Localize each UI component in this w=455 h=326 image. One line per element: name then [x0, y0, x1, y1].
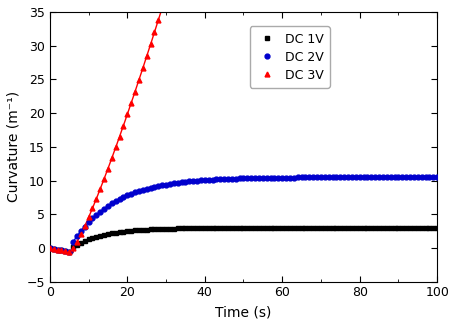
DC 3V [147, 42, 153, 46]
Line: DC 3V: DC 3V [47, 0, 439, 254]
DC 1V [78, 241, 83, 244]
DC 1V [228, 226, 234, 230]
DC 2V [147, 186, 153, 190]
DC 2V [283, 176, 288, 180]
DC 3V [78, 232, 83, 236]
DC 2V [321, 175, 327, 179]
Line: DC 1V: DC 1V [47, 225, 439, 254]
Legend: DC 1V, DC 2V, DC 3V: DC 1V, DC 2V, DC 3V [249, 26, 329, 88]
DC 2V [78, 229, 83, 233]
Y-axis label: Curvature (m⁻¹): Curvature (m⁻¹) [7, 91, 21, 202]
DC 2V [434, 175, 439, 179]
DC 2V [228, 177, 234, 181]
DC 2V [66, 250, 72, 254]
DC 1V [147, 228, 153, 231]
DC 1V [283, 226, 288, 230]
DC 3V [66, 250, 72, 254]
Line: DC 2V: DC 2V [47, 175, 439, 254]
DC 3V [47, 246, 52, 250]
DC 1V [321, 226, 327, 230]
DC 1V [47, 246, 52, 250]
DC 2V [47, 246, 52, 250]
X-axis label: Time (s): Time (s) [215, 305, 271, 319]
DC 1V [341, 226, 346, 230]
DC 2V [341, 175, 346, 179]
DC 1V [434, 226, 439, 230]
DC 1V [66, 250, 72, 254]
